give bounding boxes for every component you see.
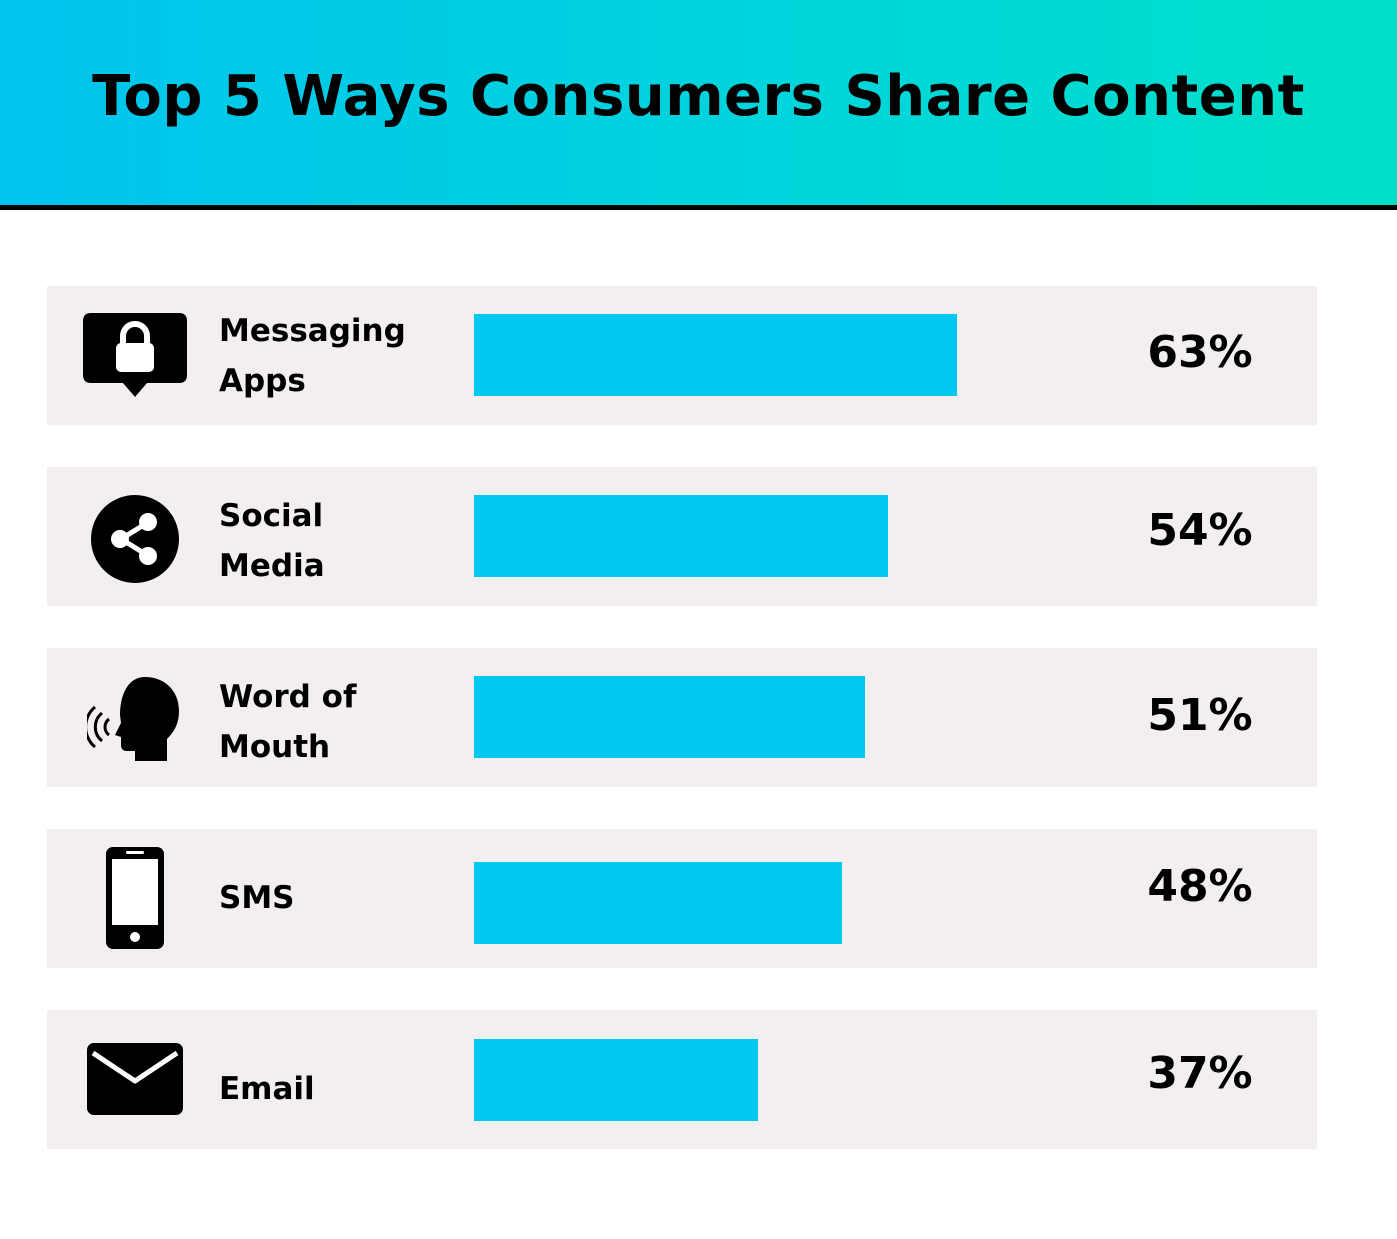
value-label-messaging-apps: 63%: [1147, 327, 1253, 378]
value-label-social-media: 54%: [1147, 505, 1253, 556]
header-banner: Top 5 Ways Consumers Share Content: [0, 0, 1397, 210]
bar-word-of-mouth: [474, 676, 865, 758]
category-label-word-of-mouth: Word of Mouth: [219, 672, 356, 772]
bar-email: [474, 1039, 758, 1121]
smartphone-icon: [80, 843, 190, 953]
chart-title: Top 5 Ways Consumers Share Content: [92, 64, 1305, 129]
category-label-line: Word of: [219, 679, 357, 715]
category-label-line: Mouth: [219, 729, 331, 765]
share-icon: [80, 484, 190, 594]
category-label-messaging-apps: Messaging Apps: [219, 306, 406, 406]
category-label-line: Apps: [219, 363, 306, 399]
speaking-head-icon: [80, 664, 190, 774]
value-label-sms: 48%: [1147, 861, 1253, 912]
category-label-line: Media: [219, 548, 325, 584]
category-label-email: Email: [219, 1064, 315, 1114]
category-label-line: Email: [219, 1071, 315, 1107]
category-label-social-media: Social Media: [219, 491, 325, 591]
bar-sms: [474, 862, 842, 944]
category-label-line: Social: [219, 498, 324, 534]
value-label-word-of-mouth: 51%: [1147, 690, 1253, 741]
envelope-icon: [80, 1024, 190, 1134]
category-label-line: SMS: [219, 880, 295, 916]
category-label-line: Messaging: [219, 313, 406, 349]
category-label-sms: SMS: [219, 873, 295, 923]
bar-messaging-apps: [474, 314, 957, 396]
bar-social-media: [474, 495, 888, 577]
value-label-email: 37%: [1147, 1048, 1253, 1099]
messaging-lock-icon: [80, 300, 190, 410]
